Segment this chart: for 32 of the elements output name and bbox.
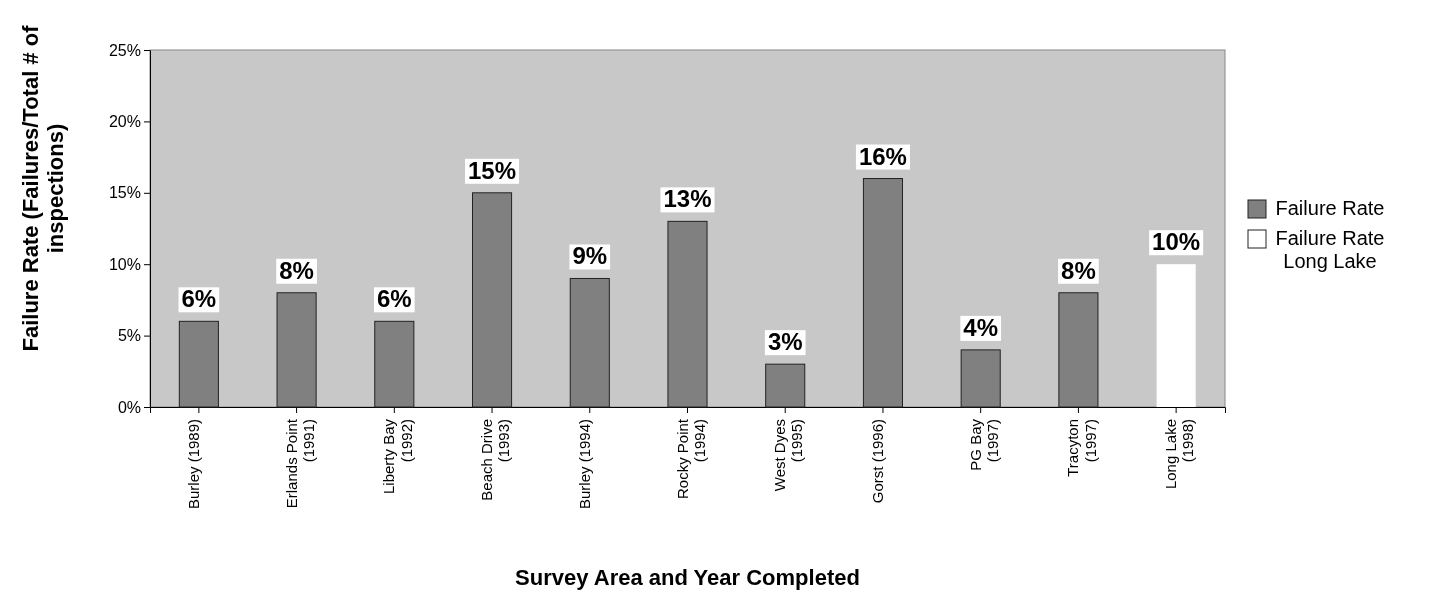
data-label: 3% — [767, 328, 803, 356]
x-axis-title: Survey Area and Year Completed — [515, 565, 860, 590]
x-tick-label: Burley (1994) — [575, 419, 593, 510]
y-tick-label: 15% — [108, 184, 141, 202]
data-label: 16% — [858, 142, 907, 170]
data-label: 6% — [181, 285, 217, 313]
legend-label: Failure Rate Long Lake — [1275, 227, 1385, 272]
x-tick-label: Erlands Point (1991) — [282, 418, 317, 509]
x-tick-label: Burley (1989) — [184, 419, 202, 510]
x-tick-label: PG Bay (1997) — [966, 418, 1001, 471]
x-tick-label: Long Lake (1998) — [1162, 419, 1197, 490]
y-tick-label: 25% — [108, 41, 141, 59]
data-label: 10% — [1152, 228, 1201, 256]
data-label: 8% — [279, 256, 314, 284]
y-tick-label: 20% — [108, 113, 141, 131]
y-tick-label: 5% — [117, 327, 141, 345]
y-tick-label: 0% — [117, 398, 141, 416]
legend-label: Failure Rate — [1275, 197, 1385, 219]
x-tick-label: Tracyton (1997) — [1064, 419, 1099, 477]
y-tick-label: 10% — [108, 255, 141, 273]
x-tick-label: West Dyes (1995) — [771, 419, 806, 492]
data-label: 8% — [1061, 256, 1096, 284]
x-tick-label: Rocky Point (1994) — [673, 418, 708, 500]
x-tick-label: Liberty Bay (1992) — [380, 418, 415, 495]
data-label: 15% — [468, 156, 517, 184]
x-tick-label: Gorst (1996) — [868, 419, 886, 504]
data-label: 9% — [572, 242, 608, 270]
data-label: 13% — [663, 185, 712, 213]
data-label: 4% — [963, 313, 999, 341]
x-tick-label: Beach Drive (1993) — [478, 419, 513, 501]
data-label: 6% — [376, 285, 412, 313]
y-axis-title: Failure Rate (Failures/Total # of inspections) — [18, 24, 69, 352]
